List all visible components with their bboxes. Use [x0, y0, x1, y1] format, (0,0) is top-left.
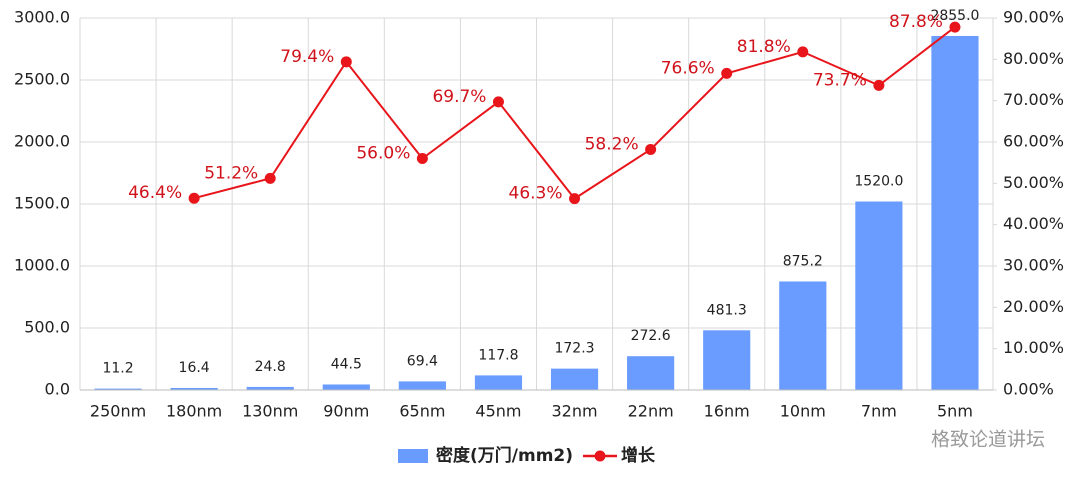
line-value-label: 46.3% — [509, 184, 563, 204]
x-tick-label: 22nm — [628, 402, 674, 421]
watermark: 格致论道讲坛 — [931, 429, 1045, 451]
line-value-label: 79.4% — [280, 47, 334, 67]
line-value-label: 87.8% — [889, 12, 943, 32]
bar — [398, 381, 446, 390]
bar — [931, 35, 979, 390]
x-tick-label: 16nm — [704, 402, 750, 421]
line-value-label: 69.7% — [432, 87, 486, 107]
y2-tick-label: 60.00% — [1003, 132, 1064, 151]
bar-value-label: 24.8 — [255, 359, 286, 375]
y2-tick-label: 10.00% — [1003, 338, 1064, 357]
line-point — [797, 46, 809, 58]
y2-tick-label: 0.00% — [1003, 380, 1054, 399]
x-tick-label: 180nm — [166, 402, 222, 421]
line-point — [188, 192, 200, 204]
bar-value-label: 481.3 — [707, 302, 747, 318]
line-point — [492, 96, 504, 108]
x-tick-label: 32nm — [551, 402, 597, 421]
y2-tick-label: 70.00% — [1003, 90, 1064, 109]
y-tick-label: 2000.0 — [14, 132, 70, 151]
y2-tick-label: 20.00% — [1003, 297, 1064, 316]
bar — [779, 281, 827, 390]
legend-label: 增长 — [621, 445, 656, 466]
line-value-label: 56.0% — [356, 144, 410, 164]
bar — [474, 375, 523, 390]
bar — [855, 201, 903, 390]
bar-value-label: 1520.0 — [854, 174, 903, 190]
y2-tick-label: 30.00% — [1003, 256, 1064, 275]
x-tick-label: 65nm — [399, 402, 445, 421]
x-tick-label: 130nm — [242, 402, 298, 421]
x-tick-label: 7nm — [861, 402, 897, 421]
y-tick-label: 1500.0 — [14, 194, 70, 213]
x-tick-label: 5nm — [937, 402, 973, 421]
bar-value-label: 69.4 — [407, 353, 438, 369]
bar — [246, 386, 294, 390]
y2-tick-label: 90.00% — [1003, 8, 1064, 27]
bar — [94, 388, 142, 390]
y-tick-label: 3000.0 — [14, 8, 70, 27]
y-tick-label: 2500.0 — [14, 70, 70, 89]
bar — [550, 368, 599, 390]
bar-value-label: 875.2 — [783, 253, 823, 269]
line-point — [873, 79, 885, 91]
bar-value-label: 11.2 — [102, 361, 133, 377]
line-value-label: 51.2% — [204, 163, 258, 183]
bar — [170, 387, 218, 390]
legend-swatch — [594, 450, 606, 462]
bar — [703, 330, 751, 390]
x-tick-label: 90nm — [323, 402, 369, 421]
x-tick-label: 10nm — [780, 402, 826, 421]
line-point — [340, 56, 352, 68]
bar — [627, 356, 675, 390]
x-tick-label: 250nm — [90, 402, 146, 421]
line-point — [264, 172, 276, 184]
line-point — [949, 21, 961, 33]
line-value-label: 58.2% — [585, 134, 639, 154]
y2-tick-label: 40.00% — [1003, 214, 1064, 233]
line-point — [721, 67, 733, 79]
y-tick-label: 0.0 — [45, 380, 70, 399]
bar — [322, 384, 370, 390]
line-value-label: 46.4% — [128, 183, 182, 203]
y-tick-label: 1000.0 — [14, 256, 70, 275]
x-tick-label: 45nm — [475, 402, 521, 421]
bar-value-label: 117.8 — [478, 347, 518, 363]
line-value-label: 73.7% — [813, 70, 867, 90]
y2-tick-label: 80.00% — [1003, 49, 1064, 68]
y-tick-label: 500.0 — [24, 318, 70, 337]
bar-value-label: 2855.0 — [930, 8, 979, 24]
legend-label: 密度(万门/mm2) — [436, 445, 573, 466]
legend-swatch — [398, 449, 428, 463]
bar-value-label: 272.6 — [631, 328, 671, 344]
line-value-label: 81.8% — [737, 37, 791, 57]
line-point — [416, 153, 428, 165]
bar-value-label: 44.5 — [331, 356, 362, 372]
bar-value-label: 172.3 — [554, 341, 594, 357]
bar-value-label: 16.4 — [179, 360, 210, 376]
y2-tick-label: 50.00% — [1003, 173, 1064, 192]
line-value-label: 76.6% — [661, 58, 715, 78]
line-point — [569, 193, 581, 205]
line-point — [645, 143, 657, 155]
